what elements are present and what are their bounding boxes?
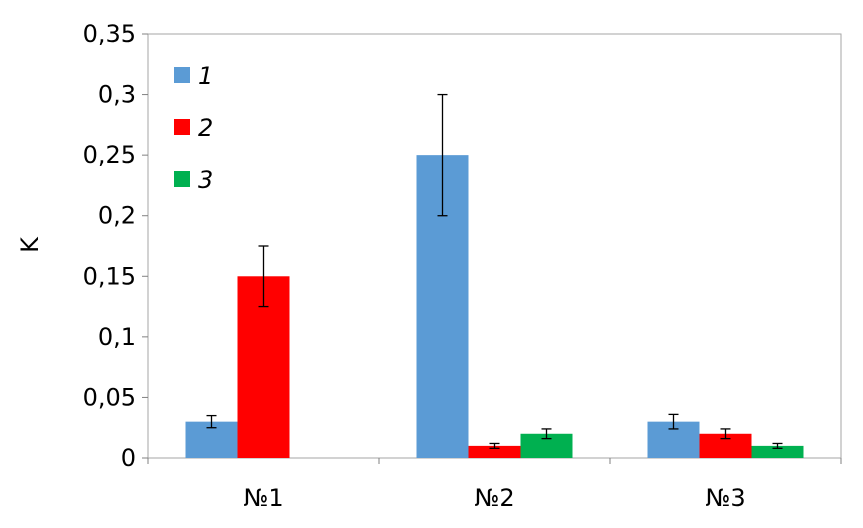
- y-tick-label: 0,1: [98, 323, 136, 351]
- x-tick-label: №1: [243, 484, 283, 512]
- error-bar: [720, 428, 731, 440]
- bar-series-2: [468, 445, 521, 458]
- y-tick-label: 0,05: [83, 383, 136, 411]
- legend-label: 2: [198, 114, 213, 142]
- legend-item: 2: [174, 114, 213, 142]
- legend-swatch: [174, 171, 190, 187]
- y-tick-label: 0,35: [83, 20, 136, 48]
- y-tick-label: 0,15: [83, 262, 136, 290]
- y-tick-label: 0,25: [83, 141, 136, 169]
- x-tick-label: №3: [705, 484, 745, 512]
- legend-label: 1: [198, 62, 213, 90]
- error-bar: [772, 442, 783, 449]
- error-bar: [437, 93, 448, 217]
- legend-label: 3: [198, 166, 213, 194]
- y-tick-label: 0: [121, 444, 136, 472]
- legend-swatch: [174, 67, 190, 83]
- bar-series-3: [751, 445, 804, 458]
- legend-swatch: [174, 119, 190, 135]
- y-tick-label: 0,3: [98, 81, 136, 109]
- y-tick-label: 0,2: [98, 202, 136, 230]
- legend-item: 1: [174, 62, 213, 90]
- error-bar: [668, 413, 679, 430]
- x-axis: №1 №2 №3: [147, 458, 842, 512]
- x-tick-label: №2: [474, 484, 514, 512]
- y-axis: 0 0,05 0,1 0,15 0,2 0,25 0,3 0,35: [83, 20, 148, 472]
- error-bar: [489, 442, 500, 449]
- error-bars: [206, 93, 783, 449]
- error-bar: [206, 414, 217, 429]
- legend: 1 2 3: [174, 62, 213, 194]
- error-bar: [541, 428, 552, 440]
- legend-item: 3: [174, 166, 213, 194]
- error-bar: [258, 245, 269, 308]
- y-axis-title: K: [16, 236, 44, 253]
